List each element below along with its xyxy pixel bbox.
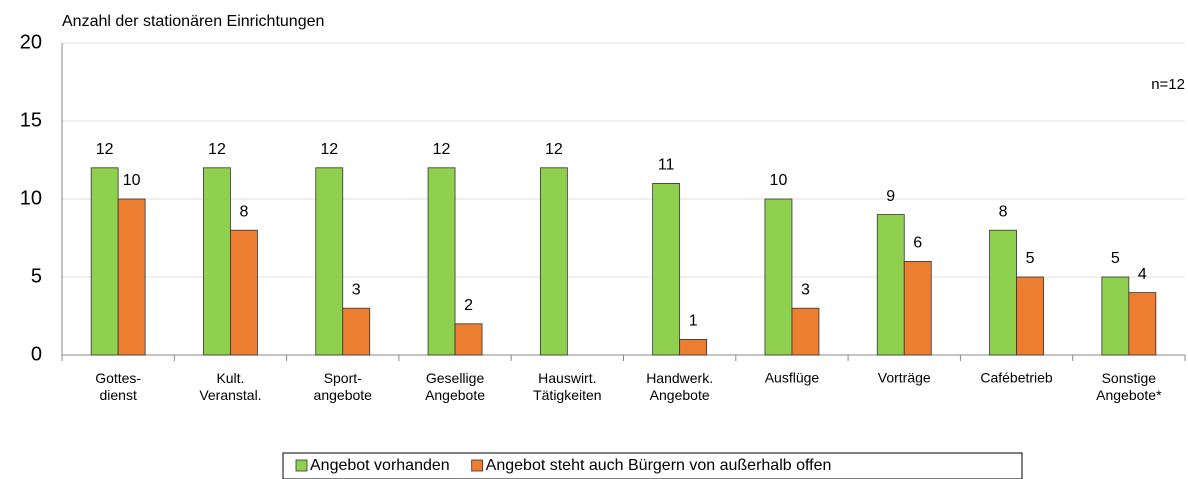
bar <box>539 167 568 356</box>
x-tick-label: Sport-angebote <box>314 370 373 403</box>
y-tick-label: 10 <box>20 187 42 209</box>
y-tick-label: 5 <box>31 265 42 287</box>
data-label: 11 <box>658 157 675 174</box>
data-label: 3 <box>801 281 810 298</box>
data-label: 12 <box>208 141 226 158</box>
data-label: 12 <box>320 141 338 158</box>
legend-label: Angebot steht auch Bürgern von außerhalb… <box>486 457 832 474</box>
data-label: 12 <box>96 141 114 158</box>
data-label: 2 <box>464 297 473 314</box>
bar <box>989 229 1017 356</box>
y-axis-label: Anzahl der stationären Einrichtungen <box>62 13 324 30</box>
bar <box>764 198 793 356</box>
data-label: 10 <box>123 172 141 189</box>
x-tick-label: Hauswirt. Tätigkeiten <box>533 370 601 403</box>
legend-box <box>282 452 1023 479</box>
x-tick-label: Handwerk. Angebote <box>646 370 713 403</box>
bar <box>791 307 820 356</box>
x-tick-label: Ausflüge <box>765 370 820 386</box>
bar <box>454 323 483 356</box>
bar <box>90 167 119 356</box>
bar <box>315 167 344 356</box>
y-tick-label: 0 <box>31 343 42 365</box>
x-tick-label: Cafébetrieb <box>980 370 1053 386</box>
bar <box>203 167 231 356</box>
legend-label: Angebot vorhanden <box>310 457 450 474</box>
bar <box>876 214 905 356</box>
x-tick-label: Kult. Veranstal. <box>199 370 261 403</box>
data-label: 12 <box>433 141 451 158</box>
data-label: 6 <box>913 235 922 252</box>
bar <box>342 307 371 356</box>
data-label: 1 <box>689 313 698 330</box>
bar <box>1016 276 1044 356</box>
bar <box>1101 276 1130 356</box>
legend-swatch <box>295 459 308 472</box>
legend-swatch <box>471 459 484 472</box>
x-tick-label: Gottes-dienst <box>95 370 141 403</box>
bar <box>117 198 146 356</box>
x-tick-label: Vorträge <box>878 370 931 386</box>
data-label: 12 <box>545 141 563 158</box>
legend: Angebot vorhanden Angebot steht auch Bürg… <box>282 452 1023 479</box>
data-label: 3 <box>352 281 361 298</box>
bar <box>903 260 932 356</box>
bar <box>652 182 681 356</box>
x-tick-label: Gesellige Angebote <box>425 370 485 403</box>
data-label: 10 <box>770 172 788 189</box>
data-label: 9 <box>886 188 895 205</box>
bar <box>679 338 708 356</box>
data-label: 5 <box>1111 250 1120 267</box>
data-label: 8 <box>239 203 248 220</box>
bar <box>230 229 258 356</box>
annotation: n=12 <box>1151 76 1185 93</box>
y-tick-label: 20 <box>20 31 42 53</box>
y-tick-label: 15 <box>20 109 42 131</box>
data-label: 8 <box>999 203 1008 220</box>
x-tick-label: Sonstige Angebote* <box>1096 370 1162 403</box>
data-label: 4 <box>1138 266 1147 283</box>
bar <box>427 167 456 356</box>
bar <box>1128 292 1157 356</box>
data-label: 5 <box>1026 250 1035 267</box>
